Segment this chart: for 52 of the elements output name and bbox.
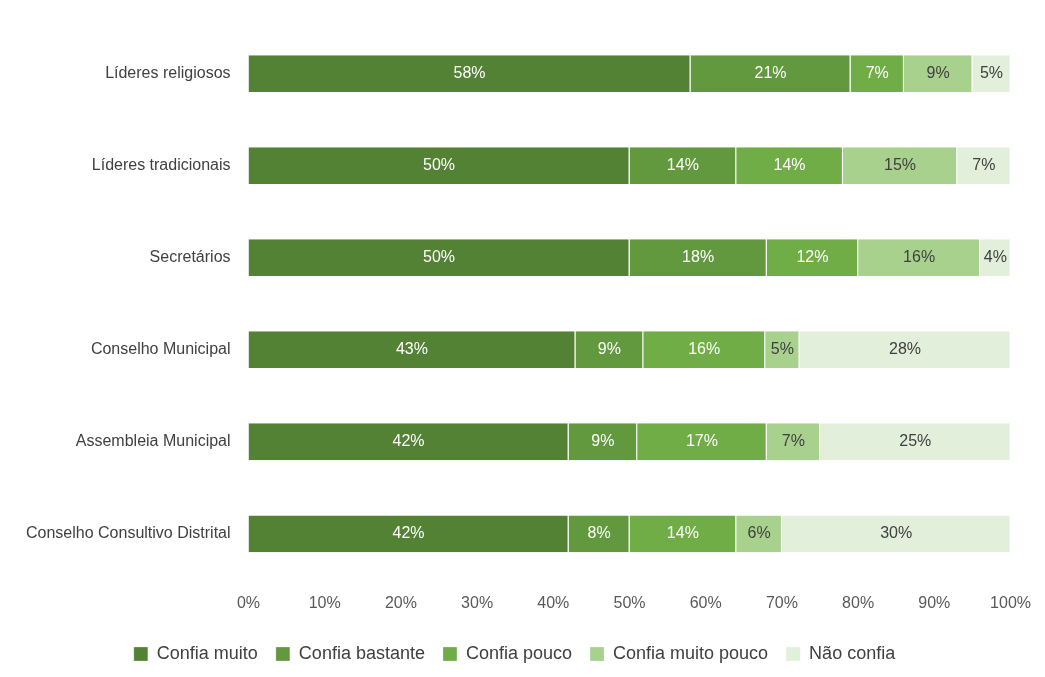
x-tick-label: 70% <box>765 593 798 611</box>
data-label: 42% <box>392 524 425 542</box>
x-tick-label: 50% <box>613 593 646 611</box>
y-tick-label: Conselho Municipal <box>90 340 231 358</box>
data-label: 12% <box>796 248 829 266</box>
y-tick-label: Líderes religiosos <box>105 64 231 82</box>
y-tick-label: Conselho Consultivo Distrital <box>26 524 231 542</box>
data-label: 16% <box>903 248 936 266</box>
data-label: 16% <box>688 340 721 358</box>
data-label: 58% <box>453 64 486 82</box>
x-tick-label: 80% <box>842 593 875 611</box>
x-tick-label: 60% <box>689 593 722 611</box>
data-label: 8% <box>587 524 611 542</box>
legend-label: Confia pouco <box>465 642 573 663</box>
data-label: 7% <box>781 432 805 450</box>
x-tick-label: 0% <box>236 593 261 611</box>
legend-label: Confia muito pouco <box>613 642 769 663</box>
data-label: 5% <box>979 64 1004 82</box>
y-tick-label: Secretários <box>149 248 231 266</box>
x-tick-label: 20% <box>384 593 417 611</box>
data-label: 4% <box>983 248 1007 266</box>
data-label: 50% <box>423 156 456 174</box>
data-label: 28% <box>888 340 922 358</box>
legend-label: Confia muito <box>156 642 258 663</box>
y-tick-label: Assembleia Municipal <box>75 432 231 450</box>
data-label: 15% <box>884 156 917 174</box>
data-label: 43% <box>395 340 428 358</box>
data-label: 9% <box>597 340 621 358</box>
legend-label: Confia bastante <box>298 642 425 663</box>
data-label: 7% <box>865 64 889 82</box>
data-label: 14% <box>666 156 699 174</box>
x-tick-label: 40% <box>537 593 570 611</box>
x-tick-label: 90% <box>918 593 951 611</box>
data-label: 9% <box>591 432 615 450</box>
data-label: 7% <box>972 156 996 174</box>
data-label: 14% <box>666 524 699 542</box>
data-label: 9% <box>926 64 950 82</box>
data-label: 17% <box>685 432 718 450</box>
y-tick-label: Líderes tradicionais <box>91 156 231 174</box>
x-tick-label: 30% <box>461 593 494 611</box>
data-label: 30% <box>880 524 913 542</box>
x-tick-label: 100% <box>990 593 1031 611</box>
data-label: 5% <box>770 340 794 358</box>
legend-label: Não confia <box>809 642 897 663</box>
x-tick-label: 10% <box>308 593 341 611</box>
data-label: 18% <box>682 248 715 266</box>
data-label: 14% <box>773 156 806 174</box>
data-label: 42% <box>392 432 425 450</box>
data-label: 6% <box>747 524 771 542</box>
data-label: 25% <box>899 432 932 450</box>
data-label: 50% <box>423 248 456 266</box>
data-label: 21% <box>754 64 787 82</box>
